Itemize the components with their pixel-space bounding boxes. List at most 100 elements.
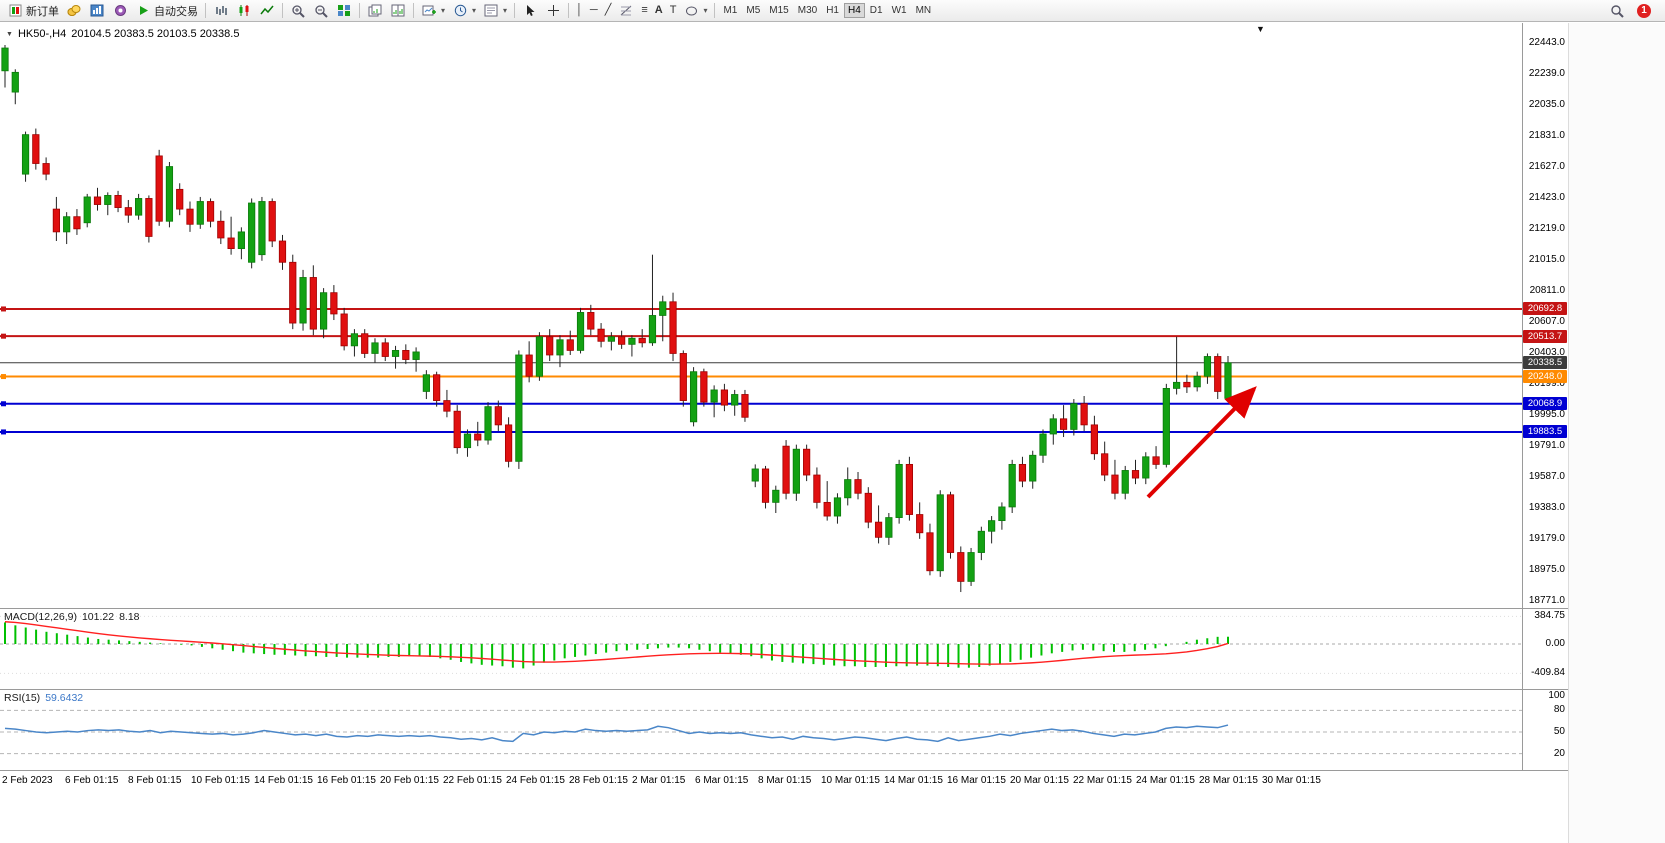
macd-name: MACD(12,26,9) (4, 611, 77, 623)
price-tick: 21423.0 (1528, 192, 1565, 203)
panel-divider[interactable] (0, 770, 1568, 771)
price-tick: 21219.0 (1528, 223, 1565, 234)
trendline-tool-button[interactable]: ╱ (602, 1, 615, 20)
trend-arrow-annotation[interactable] (1146, 386, 1257, 499)
price-scale[interactable]: 22443.0 22239.0 22035.0 21831.0 21627.0 21423… (1523, 23, 1568, 608)
deposit-button[interactable] (63, 1, 85, 20)
time-label: 30 Mar 01:15 (1262, 775, 1321, 786)
vertical-line-icon: │ (576, 4, 583, 16)
new-chart-button[interactable]: ▾ (418, 1, 448, 20)
cycle-lines-tool-button[interactable]: ≡ (638, 1, 650, 20)
candlestick-chart[interactable] (0, 23, 1522, 608)
zoom-in-button[interactable] (287, 1, 309, 20)
toolbar-separator (514, 3, 516, 18)
candles (1, 44, 1232, 593)
time-label: 16 Mar 01:15 (947, 775, 1006, 786)
timeframe-mn[interactable]: MN (915, 5, 932, 16)
timeframe-m1[interactable]: M1 (723, 5, 738, 16)
timeframe-m5[interactable]: M5 (746, 5, 761, 16)
price-tag: 19883.5 (1523, 425, 1567, 439)
text-tool-button[interactable]: A (652, 1, 666, 20)
price-tick: 21627.0 (1528, 161, 1565, 172)
crosshair-tool-button[interactable] (542, 1, 564, 20)
shapes-tool-button[interactable]: ▾ (680, 1, 710, 20)
macd-panel[interactable]: MACD(12,26,9) 101.22 8.18 (0, 609, 1522, 689)
template-icon (483, 3, 499, 18)
scale-border (1522, 23, 1523, 791)
price-tick: 22443.0 (1528, 37, 1565, 48)
new-order-button[interactable]: 新订单 (4, 1, 62, 20)
arrow-tool-button[interactable]: T (667, 1, 680, 20)
timeframe-h1[interactable]: H1 (826, 5, 839, 16)
candlestick-chart-button[interactable] (233, 1, 255, 20)
autotrade-button[interactable]: 自动交易 (132, 1, 201, 20)
time-axis[interactable]: 2 Feb 2023 6 Feb 01:15 8 Feb 01:15 10 Feb 0… (0, 771, 1568, 791)
time-label: 22 Feb 01:15 (443, 775, 502, 786)
rsi-scale[interactable]: 100 80 50 20 (1523, 690, 1568, 770)
macd-scale[interactable]: 384.75 0.00 -409.84 (1523, 609, 1568, 689)
horizontal-line-tool-button[interactable]: ─ (587, 1, 601, 20)
cursor-icon (522, 3, 538, 18)
rsi-panel[interactable]: RSI(15) 59.6432 (0, 690, 1522, 770)
search-button[interactable] (1606, 1, 1628, 20)
panel-divider[interactable] (0, 608, 1568, 609)
new-order-label: 新订单 (26, 5, 59, 18)
zoom-out-icon (313, 3, 329, 18)
panel-divider[interactable] (0, 689, 1568, 690)
community-button[interactable] (109, 1, 131, 20)
rsi-tick: 80 (1553, 704, 1565, 716)
price-tick: 19179.0 (1528, 533, 1565, 544)
time-label: 2 Feb 2023 (2, 775, 53, 786)
dropdown-caret-icon: ▾ (503, 6, 508, 15)
bar-chart-button[interactable] (210, 1, 232, 20)
cursor-tool-button[interactable] (519, 1, 541, 20)
timeframe-d1[interactable]: D1 (869, 5, 883, 16)
chart-template-button[interactable]: ▾ (480, 1, 510, 20)
chart-shift-marker-icon[interactable]: ▼ (1256, 24, 1265, 34)
dropdown-caret-icon: ▾ (472, 6, 477, 15)
time-label: 6 Mar 01:15 (695, 775, 749, 786)
horizontal-lines[interactable] (0, 306, 1522, 435)
time-label: 28 Mar 01:15 (1199, 775, 1258, 786)
horizontal-line-icon: ─ (589, 4, 598, 16)
notification-badge[interactable]: 1 (1637, 3, 1651, 18)
price-tag: 20338.5 (1523, 356, 1567, 370)
cascade-windows-button[interactable] (364, 1, 386, 20)
macd-tick: 0.00 (1545, 638, 1565, 649)
timeframe-m15[interactable]: M15 (769, 5, 789, 16)
toolbar-separator (359, 3, 360, 18)
cascade-windows-icon (367, 3, 383, 18)
arrange-windows-button[interactable] (387, 1, 409, 20)
time-label: 14 Mar 01:15 (884, 775, 943, 786)
clock-icon (452, 3, 468, 18)
time-label: 24 Mar 01:15 (1136, 775, 1195, 786)
market-button[interactable] (86, 1, 108, 20)
timeframe-h4[interactable]: H4 (843, 3, 865, 18)
toolbar-separator (205, 3, 206, 18)
vertical-line-tool-button[interactable]: │ (573, 1, 586, 20)
time-label: 10 Mar 01:15 (821, 775, 880, 786)
chart-collapse-icon[interactable]: ▼ (6, 30, 13, 38)
time-label: 2 Mar 01:15 (632, 775, 686, 786)
line-chart-button[interactable] (256, 1, 278, 20)
time-label: 14 Feb 01:15 (254, 775, 313, 786)
tile-windows-button[interactable] (333, 1, 355, 20)
toolbar-separator (413, 3, 414, 18)
hline-handle (1, 401, 6, 407)
zoom-out-button[interactable] (310, 1, 332, 20)
period-clock-button[interactable]: ▾ (449, 1, 479, 20)
macd-tick: -409.84 (1531, 667, 1565, 679)
main-chart-panel[interactable]: ▼ HK50-,H4 20104.5 20383.5 20103.5 20338… (0, 23, 1522, 608)
price-tick: 19995.0 (1528, 409, 1565, 420)
price-tick: 19383.0 (1528, 502, 1565, 513)
toolbar-separator (714, 3, 716, 18)
fibonacci-tool-button[interactable] (615, 1, 637, 20)
macd-chart (0, 615, 1522, 674)
price-tick: 21015.0 (1528, 254, 1565, 265)
macd-signal-line (4, 621, 1229, 665)
timeframe-w1[interactable]: W1 (891, 5, 907, 16)
timeframe-m30[interactable]: M30 (797, 5, 818, 16)
window-margin (1568, 23, 1665, 843)
macd-tick: 384.75 (1534, 610, 1565, 622)
